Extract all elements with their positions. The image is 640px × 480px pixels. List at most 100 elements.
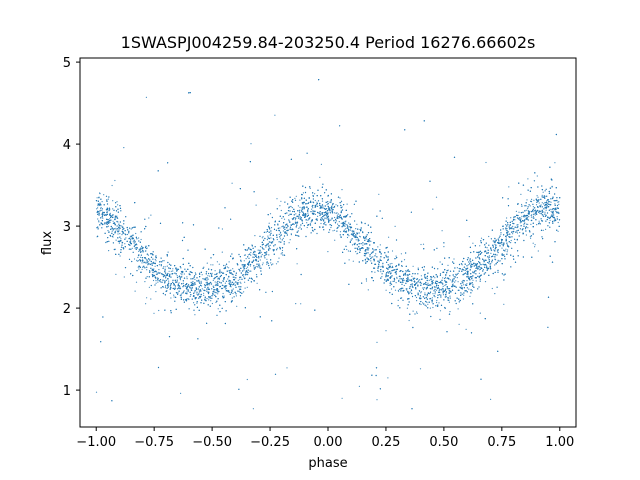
data-point <box>125 237 127 239</box>
data-point <box>266 239 268 241</box>
data-point <box>554 162 556 164</box>
data-point <box>535 204 538 206</box>
data-point <box>275 263 278 265</box>
data-point <box>465 328 467 330</box>
data-point <box>552 208 554 210</box>
data-point <box>391 283 393 285</box>
data-point <box>203 266 205 268</box>
data-point <box>385 273 387 275</box>
data-point <box>558 203 560 205</box>
data-point <box>520 193 522 195</box>
data-point <box>457 281 459 283</box>
data-point <box>150 214 152 216</box>
data-point <box>216 281 218 283</box>
data-point <box>218 263 220 265</box>
data-point <box>340 202 342 204</box>
data-point <box>131 247 133 249</box>
data-point <box>492 240 494 242</box>
data-point <box>452 278 454 280</box>
data-point <box>148 261 150 263</box>
data-point <box>178 282 180 284</box>
data-point <box>449 295 451 297</box>
data-point <box>530 237 532 239</box>
data-point <box>133 242 135 244</box>
data-point <box>521 203 523 206</box>
data-point <box>260 251 262 253</box>
data-point <box>345 220 347 222</box>
data-point <box>541 202 543 204</box>
data-point <box>291 207 293 209</box>
data-point <box>250 270 252 272</box>
data-point <box>232 274 234 276</box>
data-point <box>550 208 552 210</box>
data-point <box>115 227 117 229</box>
data-point <box>107 218 109 221</box>
data-point <box>126 233 129 236</box>
data-point <box>508 186 510 188</box>
data-point <box>341 189 343 191</box>
data-point <box>186 278 188 280</box>
data-point <box>186 276 188 278</box>
data-point <box>534 246 536 248</box>
data-point <box>428 279 430 281</box>
data-point <box>251 244 253 246</box>
data-point <box>541 194 543 196</box>
data-point <box>152 251 154 253</box>
data-point <box>530 214 532 217</box>
data-point <box>467 270 469 272</box>
data-point <box>257 249 259 251</box>
data-point <box>123 276 125 278</box>
data-point <box>272 263 274 265</box>
data-point <box>531 198 533 200</box>
data-point <box>286 367 288 369</box>
data-point <box>194 283 197 285</box>
data-point <box>510 217 512 219</box>
data-point <box>339 197 341 199</box>
data-point <box>102 215 104 217</box>
data-point <box>435 286 437 288</box>
data-point <box>351 244 354 246</box>
data-point <box>98 221 100 223</box>
data-point <box>212 285 214 287</box>
data-point <box>96 227 98 229</box>
data-point <box>436 301 438 304</box>
data-point <box>420 275 422 277</box>
data-point <box>155 280 157 282</box>
data-point <box>150 298 152 300</box>
data-point <box>424 292 426 294</box>
data-point <box>379 249 381 251</box>
data-point <box>198 272 201 274</box>
data-point <box>486 261 489 264</box>
data-point <box>438 288 440 290</box>
data-point <box>447 269 449 271</box>
data-point <box>419 290 421 292</box>
data-point <box>103 194 105 196</box>
data-point <box>112 220 114 222</box>
data-point <box>501 239 503 241</box>
data-point <box>347 250 349 252</box>
data-point <box>376 341 378 343</box>
data-point <box>329 210 331 212</box>
data-point <box>260 256 262 258</box>
data-point <box>370 240 372 242</box>
data-point <box>97 218 99 220</box>
data-point <box>250 254 252 256</box>
data-point <box>389 284 391 286</box>
data-point <box>153 312 155 314</box>
data-point <box>118 230 120 232</box>
data-point <box>138 248 140 250</box>
data-point <box>138 237 140 239</box>
data-point <box>448 301 450 303</box>
data-point <box>299 209 301 211</box>
data-point <box>507 224 509 226</box>
data-point <box>499 260 501 262</box>
data-point <box>486 247 488 249</box>
data-point <box>391 265 394 267</box>
data-point <box>420 291 423 293</box>
data-point <box>111 230 113 232</box>
data-point <box>494 250 496 252</box>
data-point <box>155 270 157 272</box>
data-point <box>378 193 380 195</box>
data-point <box>432 279 434 281</box>
data-point <box>216 284 218 287</box>
